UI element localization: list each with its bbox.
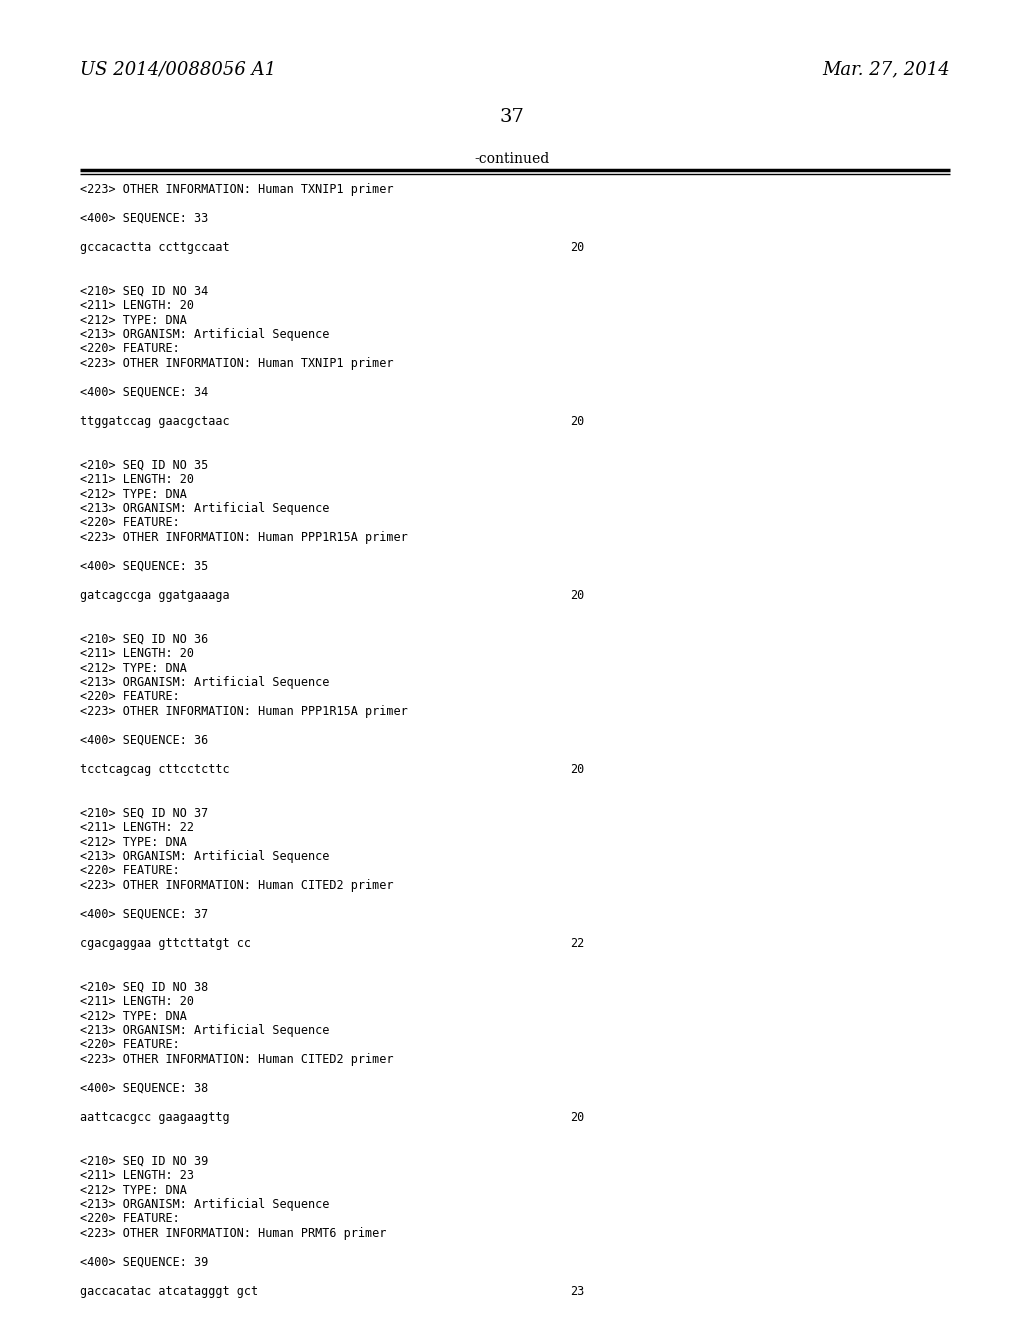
Text: <210> SEQ ID NO 39: <210> SEQ ID NO 39	[80, 1155, 208, 1167]
Text: <223> OTHER INFORMATION: Human CITED2 primer: <223> OTHER INFORMATION: Human CITED2 pr…	[80, 879, 393, 892]
Text: <223> OTHER INFORMATION: Human TXNIP1 primer: <223> OTHER INFORMATION: Human TXNIP1 pr…	[80, 183, 393, 195]
Text: <211> LENGTH: 20: <211> LENGTH: 20	[80, 300, 194, 312]
Text: US 2014/0088056 A1: US 2014/0088056 A1	[80, 59, 276, 78]
Text: <223> OTHER INFORMATION: Human CITED2 primer: <223> OTHER INFORMATION: Human CITED2 pr…	[80, 1053, 393, 1067]
Text: <223> OTHER INFORMATION: Human PPP1R15A primer: <223> OTHER INFORMATION: Human PPP1R15A …	[80, 705, 408, 718]
Text: <400> SEQUENCE: 36: <400> SEQUENCE: 36	[80, 734, 208, 747]
Text: <220> FEATURE:: <220> FEATURE:	[80, 1213, 180, 1225]
Text: <220> FEATURE:: <220> FEATURE:	[80, 342, 180, 355]
Text: <213> ORGANISM: Artificial Sequence: <213> ORGANISM: Artificial Sequence	[80, 327, 330, 341]
Text: <223> OTHER INFORMATION: Human PRMT6 primer: <223> OTHER INFORMATION: Human PRMT6 pri…	[80, 1228, 386, 1239]
Text: aattcacgcc gaagaagttg: aattcacgcc gaagaagttg	[80, 1111, 229, 1125]
Text: <213> ORGANISM: Artificial Sequence: <213> ORGANISM: Artificial Sequence	[80, 676, 330, 689]
Text: gccacactta ccttgccaat: gccacactta ccttgccaat	[80, 242, 229, 253]
Text: <213> ORGANISM: Artificial Sequence: <213> ORGANISM: Artificial Sequence	[80, 1024, 330, 1038]
Text: <212> TYPE: DNA: <212> TYPE: DNA	[80, 1184, 186, 1196]
Text: <211> LENGTH: 22: <211> LENGTH: 22	[80, 821, 194, 834]
Text: <220> FEATURE:: <220> FEATURE:	[80, 516, 180, 529]
Text: 22: 22	[570, 937, 585, 950]
Text: 37: 37	[500, 108, 524, 125]
Text: <220> FEATURE:: <220> FEATURE:	[80, 1039, 180, 1052]
Text: <400> SEQUENCE: 39: <400> SEQUENCE: 39	[80, 1257, 208, 1269]
Text: 20: 20	[570, 242, 585, 253]
Text: 20: 20	[570, 1111, 585, 1125]
Text: <211> LENGTH: 23: <211> LENGTH: 23	[80, 1170, 194, 1181]
Text: cgacgaggaa gttcttatgt cc: cgacgaggaa gttcttatgt cc	[80, 937, 251, 950]
Text: <213> ORGANISM: Artificial Sequence: <213> ORGANISM: Artificial Sequence	[80, 850, 330, 863]
Text: <400> SEQUENCE: 33: <400> SEQUENCE: 33	[80, 213, 208, 224]
Text: <400> SEQUENCE: 35: <400> SEQUENCE: 35	[80, 560, 208, 573]
Text: <223> OTHER INFORMATION: Human PPP1R15A primer: <223> OTHER INFORMATION: Human PPP1R15A …	[80, 531, 408, 544]
Text: <400> SEQUENCE: 38: <400> SEQUENCE: 38	[80, 1082, 208, 1096]
Text: Mar. 27, 2014: Mar. 27, 2014	[822, 59, 950, 78]
Text: <400> SEQUENCE: 37: <400> SEQUENCE: 37	[80, 908, 208, 921]
Text: 20: 20	[570, 589, 585, 602]
Text: -continued: -continued	[474, 152, 550, 166]
Text: <212> TYPE: DNA: <212> TYPE: DNA	[80, 314, 186, 326]
Text: <211> LENGTH: 20: <211> LENGTH: 20	[80, 995, 194, 1008]
Text: gaccacatac atcatagggt gct: gaccacatac atcatagggt gct	[80, 1284, 258, 1298]
Text: gatcagccga ggatgaaaga: gatcagccga ggatgaaaga	[80, 589, 229, 602]
Text: <212> TYPE: DNA: <212> TYPE: DNA	[80, 836, 186, 849]
Text: <211> LENGTH: 20: <211> LENGTH: 20	[80, 647, 194, 660]
Text: <212> TYPE: DNA: <212> TYPE: DNA	[80, 661, 186, 675]
Text: <213> ORGANISM: Artificial Sequence: <213> ORGANISM: Artificial Sequence	[80, 1199, 330, 1210]
Text: 20: 20	[570, 414, 585, 428]
Text: ttggatccag gaacgctaac: ttggatccag gaacgctaac	[80, 414, 229, 428]
Text: <210> SEQ ID NO 35: <210> SEQ ID NO 35	[80, 458, 208, 471]
Text: 23: 23	[570, 1284, 585, 1298]
Text: <211> LENGTH: 20: <211> LENGTH: 20	[80, 473, 194, 486]
Text: 20: 20	[570, 763, 585, 776]
Text: <223> OTHER INFORMATION: Human TXNIP1 primer: <223> OTHER INFORMATION: Human TXNIP1 pr…	[80, 356, 393, 370]
Text: <210> SEQ ID NO 37: <210> SEQ ID NO 37	[80, 807, 208, 820]
Text: <210> SEQ ID NO 34: <210> SEQ ID NO 34	[80, 285, 208, 297]
Text: <400> SEQUENCE: 34: <400> SEQUENCE: 34	[80, 385, 208, 399]
Text: <212> TYPE: DNA: <212> TYPE: DNA	[80, 487, 186, 500]
Text: <210> SEQ ID NO 38: <210> SEQ ID NO 38	[80, 981, 208, 994]
Text: tcctcagcag cttcctcttc: tcctcagcag cttcctcttc	[80, 763, 229, 776]
Text: <220> FEATURE:: <220> FEATURE:	[80, 690, 180, 704]
Text: <213> ORGANISM: Artificial Sequence: <213> ORGANISM: Artificial Sequence	[80, 502, 330, 515]
Text: <210> SEQ ID NO 36: <210> SEQ ID NO 36	[80, 632, 208, 645]
Text: <220> FEATURE:: <220> FEATURE:	[80, 865, 180, 878]
Text: <212> TYPE: DNA: <212> TYPE: DNA	[80, 1010, 186, 1023]
